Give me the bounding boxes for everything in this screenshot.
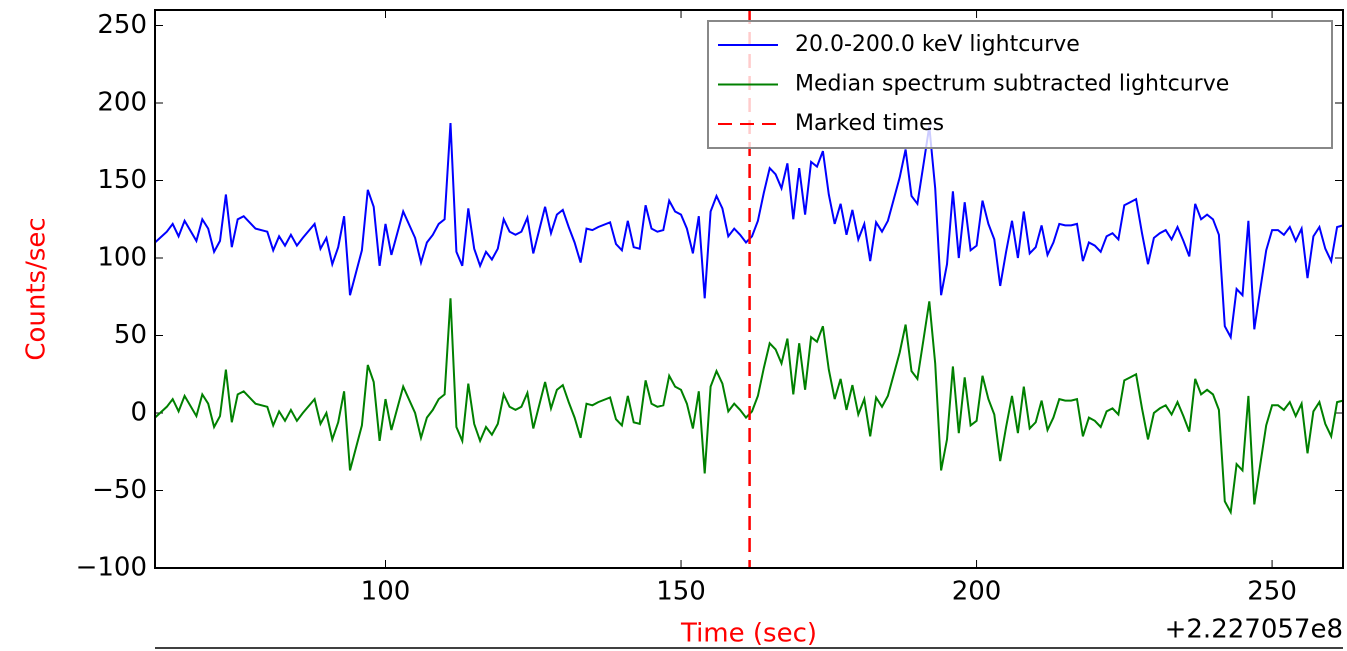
legend-label: Median spectrum subtracted lightcurve — [795, 72, 1229, 97]
legend-label: Marked times — [795, 111, 944, 136]
y-tick-label: 250 — [97, 10, 147, 40]
y-tick-label: 0 — [130, 398, 147, 428]
legend-box — [707, 20, 1333, 149]
y-tick-label: 50 — [114, 320, 147, 350]
series-line — [154, 123, 1344, 341]
y-tick-label: 200 — [97, 88, 147, 118]
y-tick-label: 150 — [97, 165, 147, 195]
plot-frame — [154, 9, 1344, 569]
x-tick-label: 100 — [361, 577, 411, 607]
y-tick-label: 100 — [97, 243, 147, 273]
legend: 20.0-200.0 keV lightcurve Median spectrum… — [707, 20, 1333, 149]
y-tick-label: −100 — [76, 553, 147, 583]
y-axis-label: Counts/sec — [22, 217, 52, 360]
legend-label: 20.0-200.0 keV lightcurve — [795, 32, 1080, 57]
x-tick-label: 250 — [1247, 577, 1297, 607]
x-tick-label: 150 — [656, 577, 706, 607]
x-axis-label: Time (sec) — [680, 619, 817, 649]
x-offset-label: +2.227057e8 — [1165, 615, 1343, 645]
series-line — [154, 298, 1344, 516]
y-tick-label: −50 — [92, 475, 147, 505]
x-tick-label: 200 — [952, 577, 1002, 607]
